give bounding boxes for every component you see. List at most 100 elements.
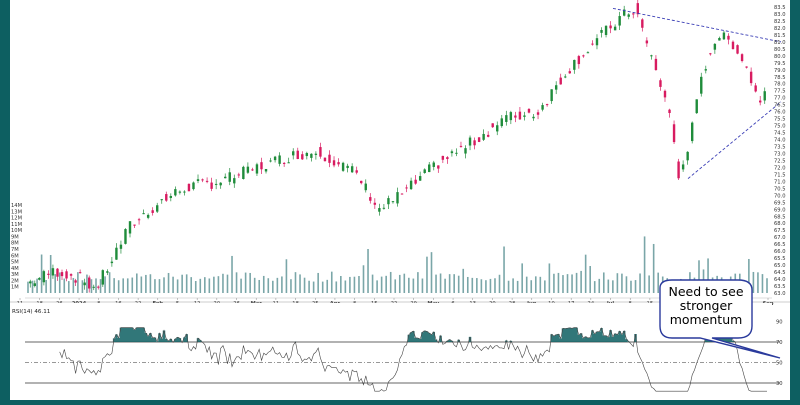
volume-bar bbox=[389, 271, 392, 293]
price-tick-label: 72.0 bbox=[774, 165, 786, 171]
candle-body bbox=[69, 274, 73, 276]
volume-bar bbox=[54, 274, 57, 293]
volume-bar bbox=[217, 276, 220, 293]
volume-bar bbox=[512, 278, 514, 293]
candle-body bbox=[242, 166, 245, 180]
candle-body bbox=[400, 193, 404, 195]
volume-bar bbox=[358, 276, 360, 293]
candle-body bbox=[219, 182, 222, 186]
volume-bar bbox=[185, 274, 188, 293]
candle-body bbox=[595, 38, 599, 46]
volume-bar bbox=[457, 275, 460, 293]
callout-bubble bbox=[659, 279, 781, 359]
candle-body bbox=[264, 168, 268, 172]
volume-bar bbox=[385, 275, 387, 293]
candle-body bbox=[74, 280, 77, 283]
candle-body bbox=[550, 89, 553, 102]
candle-body bbox=[106, 271, 109, 273]
price-tick-label: 75.0 bbox=[774, 124, 786, 130]
candle-body bbox=[586, 52, 590, 54]
volume-tick-label: 14M bbox=[11, 203, 22, 209]
volume-bar bbox=[507, 280, 510, 293]
candle-body bbox=[686, 151, 689, 161]
candle-body bbox=[727, 35, 730, 40]
volume-bar bbox=[566, 274, 569, 293]
volume-bar bbox=[68, 281, 70, 293]
candle-body bbox=[663, 90, 667, 98]
candle-body bbox=[459, 145, 463, 147]
volume-bar bbox=[117, 280, 120, 293]
volume-bar bbox=[757, 272, 759, 293]
candle-body bbox=[622, 9, 626, 16]
candle-body bbox=[119, 244, 123, 249]
volume-bar bbox=[31, 280, 34, 293]
price-tick-label: 69.5 bbox=[774, 200, 786, 206]
volume-bar bbox=[453, 274, 455, 293]
candle-body bbox=[355, 170, 358, 173]
volume-bar bbox=[299, 274, 301, 293]
volume-bar bbox=[49, 255, 52, 293]
volume-bar bbox=[471, 277, 474, 293]
candle-body bbox=[47, 273, 50, 275]
volume-bar bbox=[72, 277, 75, 293]
volume-bar bbox=[367, 249, 369, 293]
price-tick-label: 82.0 bbox=[774, 26, 786, 32]
price-tick-label: 71.0 bbox=[774, 179, 786, 185]
volume-bar bbox=[140, 276, 143, 293]
volume-bar bbox=[657, 272, 659, 293]
candle-body bbox=[124, 229, 127, 244]
volume-bar bbox=[36, 278, 38, 293]
candle-body bbox=[577, 56, 581, 65]
candle-body bbox=[210, 182, 213, 189]
volume-bar bbox=[172, 276, 174, 293]
rsi-tick-label: 30 bbox=[776, 381, 783, 387]
callout-text-line1: Need to see bbox=[668, 284, 743, 299]
volume-bar bbox=[126, 278, 129, 293]
volume-tick-label: 9M bbox=[11, 234, 19, 240]
volume-bar bbox=[362, 265, 365, 293]
volume-bar bbox=[607, 279, 610, 293]
volume-bar bbox=[380, 276, 383, 293]
volume-bar bbox=[281, 276, 283, 293]
volume-bar bbox=[40, 254, 43, 293]
candle-body bbox=[763, 91, 766, 101]
candle-body bbox=[51, 268, 55, 276]
candle-body bbox=[314, 153, 318, 155]
price-tick-label: 75.5 bbox=[774, 117, 786, 123]
volume-bar bbox=[99, 279, 102, 293]
volume-bar bbox=[321, 281, 324, 293]
price-tick-label: 83.5 bbox=[774, 5, 786, 11]
candle-body bbox=[233, 178, 236, 184]
candle-body bbox=[214, 183, 218, 185]
candle-body bbox=[428, 164, 431, 173]
candle-body bbox=[505, 115, 508, 122]
volume-bar bbox=[353, 276, 356, 293]
volume-bar bbox=[630, 280, 632, 293]
candle-body bbox=[713, 43, 717, 50]
volume-bar bbox=[553, 273, 555, 293]
candle-body bbox=[78, 272, 82, 274]
price-tick-label: 67.0 bbox=[774, 235, 786, 241]
volume-bar bbox=[412, 278, 415, 293]
volume-bar bbox=[398, 274, 401, 293]
candle-body bbox=[92, 286, 95, 288]
candle-body bbox=[659, 80, 662, 87]
candle-body bbox=[455, 152, 458, 154]
volume-bar bbox=[340, 275, 342, 293]
volume-bar bbox=[761, 274, 764, 293]
candle-body bbox=[165, 194, 168, 201]
price-tick-label: 81.5 bbox=[774, 33, 786, 39]
volume-bar bbox=[253, 277, 256, 293]
candle-body bbox=[60, 272, 64, 277]
volume-tick-label: 12M bbox=[11, 216, 22, 222]
candle-body bbox=[228, 172, 231, 182]
candle-body bbox=[591, 43, 594, 45]
candle-body bbox=[373, 202, 377, 205]
volume-bar bbox=[539, 276, 542, 293]
candle-body bbox=[645, 40, 649, 44]
price-tick-label: 65.0 bbox=[774, 263, 786, 269]
candle-body bbox=[491, 123, 494, 128]
candle-body bbox=[364, 183, 367, 191]
volume-bar bbox=[204, 277, 206, 293]
volume-bar bbox=[258, 279, 261, 293]
